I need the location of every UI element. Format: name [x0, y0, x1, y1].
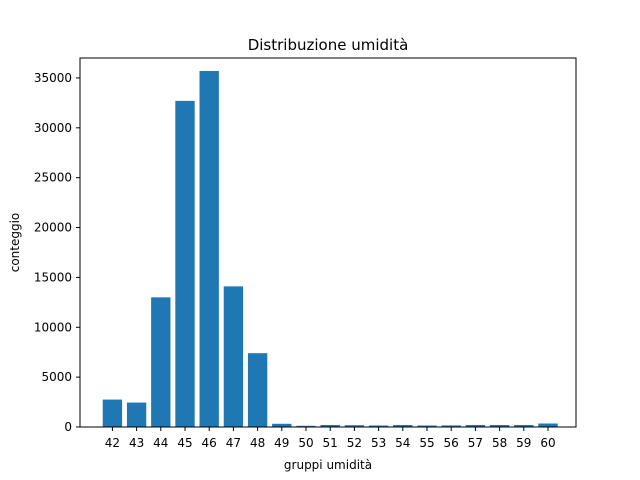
y-tick-label-30000: 30000	[34, 121, 72, 135]
bar-59	[514, 425, 534, 427]
y-tick-label-0: 0	[64, 420, 72, 434]
x-tick-label-58: 58	[492, 436, 507, 450]
y-tick-label-10000: 10000	[34, 320, 72, 334]
y-tick-label-35000: 35000	[34, 71, 72, 85]
x-tick-label-49: 49	[274, 436, 289, 450]
bar-55	[417, 425, 437, 427]
x-tick-label-46: 46	[202, 436, 217, 450]
x-tick-label-53: 53	[371, 436, 386, 450]
bar-42	[102, 399, 123, 427]
plot-frame	[79, 57, 577, 428]
y-axis-label: conteggio	[8, 213, 22, 273]
bar-58	[489, 425, 510, 427]
x-axis-ticks: 42 43 44 45 46 47 48 49 50 51 52 53 54 55 56 57 58 59 60	[105, 427, 556, 450]
x-tick-label-42: 42	[105, 436, 120, 450]
x-tick-label-60: 60	[540, 436, 555, 450]
x-tick-label-52: 52	[347, 436, 362, 450]
bar-54	[393, 425, 413, 427]
chart-title: Distribuzione umidità	[248, 36, 409, 54]
x-tick-label-48: 48	[250, 436, 265, 450]
x-tick-label-54: 54	[395, 436, 410, 450]
bar-51	[320, 425, 340, 427]
bar-49	[272, 423, 292, 427]
bar-53	[368, 425, 389, 427]
x-axis-label: gruppi umidità	[284, 458, 372, 472]
bar-60	[538, 423, 558, 427]
bar-56	[441, 425, 461, 427]
x-tick-label-55: 55	[419, 436, 434, 450]
x-tick-label-43: 43	[129, 436, 144, 450]
x-tick-label-51: 51	[323, 436, 338, 450]
x-tick-label-56: 56	[444, 436, 459, 450]
x-tick-label-45: 45	[177, 436, 192, 450]
bar-43	[126, 402, 147, 427]
y-tick-label-25000: 25000	[34, 171, 72, 185]
bar-47	[223, 286, 244, 427]
bar-50	[296, 425, 316, 427]
x-tick-label-44: 44	[153, 436, 168, 450]
x-tick-label-57: 57	[468, 436, 483, 450]
bar-57	[465, 425, 486, 427]
bars-group	[102, 70, 558, 428]
x-tick-label-59: 59	[516, 436, 531, 450]
y-tick-label-20000: 20000	[34, 221, 72, 235]
y-tick-label-15000: 15000	[34, 270, 72, 284]
y-axis-ticks: 0 5000 10000 15000 20000 25000 30000 35000	[34, 71, 80, 434]
x-tick-label-47: 47	[226, 436, 241, 450]
bar-45	[175, 100, 195, 427]
bar-46	[199, 70, 219, 428]
bar-52	[344, 425, 365, 427]
x-tick-label-50: 50	[298, 436, 313, 450]
y-tick-label-5000: 5000	[41, 370, 72, 384]
bar-48	[247, 353, 268, 427]
bar-44	[151, 297, 171, 427]
